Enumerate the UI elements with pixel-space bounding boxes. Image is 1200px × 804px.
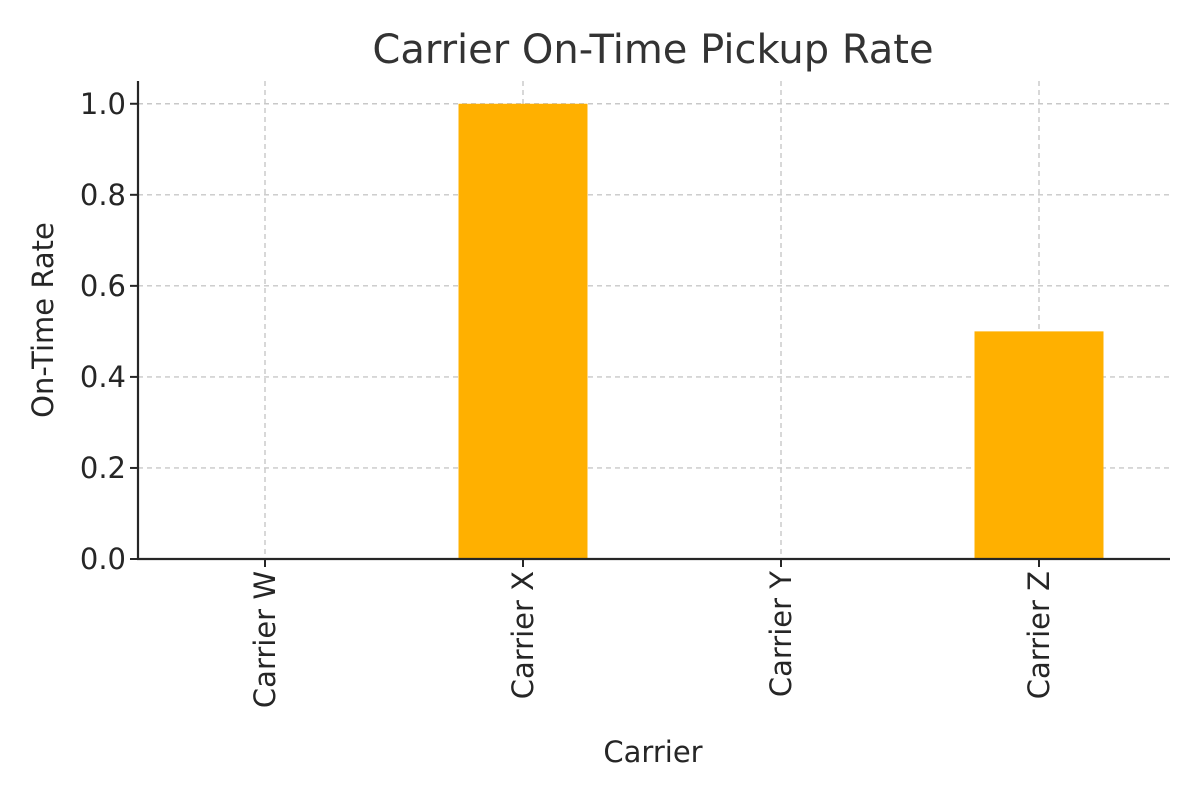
y-tick-label: 0.6 <box>80 269 126 303</box>
y-axis-label: On-Time Rate <box>26 222 60 418</box>
bars <box>458 103 1104 559</box>
bar <box>458 103 588 559</box>
x-tick-label: Carrier Y <box>764 571 798 697</box>
y-tick-label: 1.0 <box>80 87 126 121</box>
y-tick-label: 0.8 <box>80 178 126 212</box>
y-tick-label: 0.0 <box>80 542 126 576</box>
x-tick-label: Carrier W <box>248 571 282 708</box>
y-tick-label: 0.4 <box>80 360 126 394</box>
x-tick-label: Carrier Z <box>1022 571 1056 699</box>
x-tick-label: Carrier X <box>506 571 540 699</box>
chart-title: Carrier On-Time Pickup Rate <box>372 27 933 73</box>
y-tick-label: 0.2 <box>80 451 126 485</box>
x-axis-label: Carrier <box>603 735 702 769</box>
bar <box>974 331 1104 559</box>
axes: 0.0 0.2 0.4 0.6 0.8 1.0 Carrier W Carrier X Carr… <box>80 81 1170 708</box>
